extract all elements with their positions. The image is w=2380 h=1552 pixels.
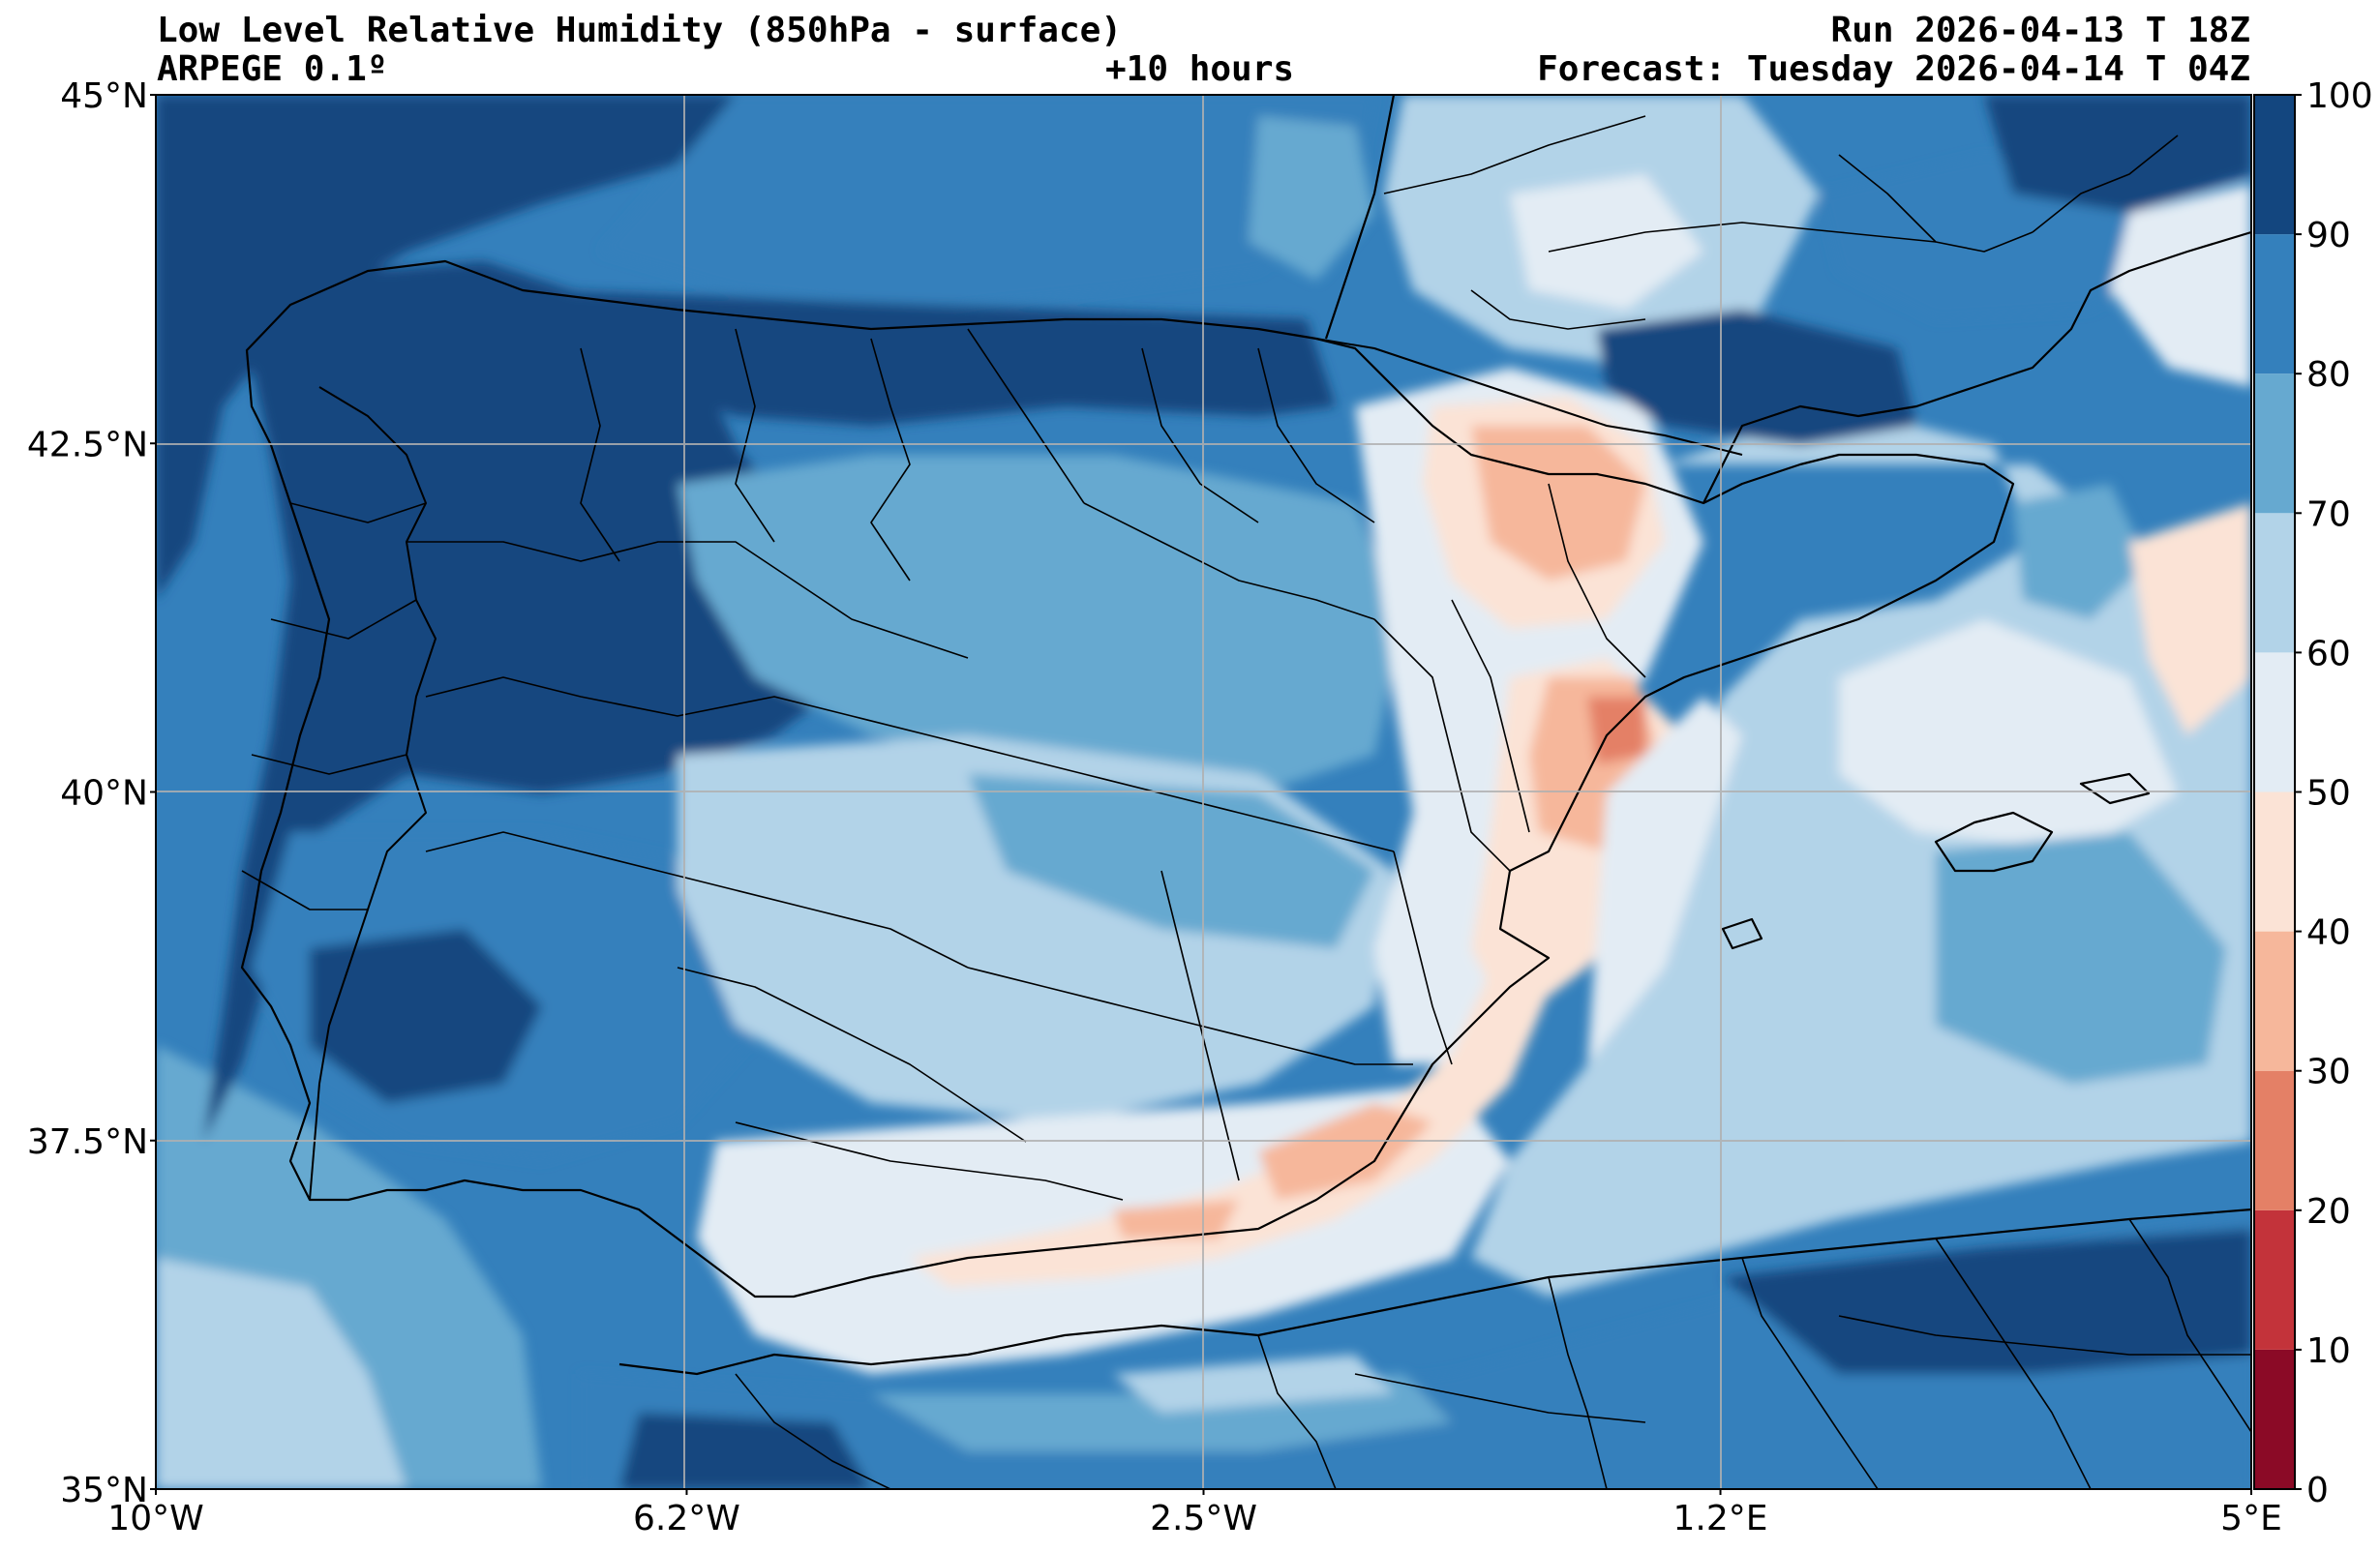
- colorbar-label: 40: [2306, 913, 2351, 953]
- y-tick-label: 35°N: [60, 1471, 148, 1510]
- model-name: ARPEGE 0.1º: [157, 49, 388, 89]
- run-time: Run 2026-04-13 T 18Z: [1830, 11, 2250, 50]
- colorbar-segment: [2254, 513, 2295, 653]
- x-tick-label: 1.2°E: [1673, 1499, 1768, 1538]
- x-tick-label: 5°E: [2220, 1499, 2282, 1538]
- y-tick-label: 42.5°N: [27, 425, 148, 464]
- map-title: Low Level Relative Humidity (850hPa - su…: [157, 11, 1122, 50]
- x-tick-label: 2.5°W: [1150, 1499, 1257, 1538]
- y-tick-label: 40°N: [60, 774, 148, 814]
- lead-time: +10 hours: [1105, 49, 1295, 89]
- colorbar-label: 90: [2306, 216, 2351, 255]
- coastlines: [240, 95, 2251, 1489]
- colorbar-segment: [2254, 791, 2295, 932]
- colorbar-label: 100: [2306, 76, 2373, 116]
- colorbar-segment: [2254, 931, 2295, 1071]
- colorbar-label: 80: [2306, 355, 2351, 395]
- colorbar-label: 0: [2306, 1471, 2329, 1510]
- gridlines: [156, 95, 2251, 1489]
- colorbar-label: 50: [2306, 774, 2351, 814]
- colorbar-label: 10: [2306, 1331, 2351, 1371]
- colorbar-label: 60: [2306, 634, 2351, 673]
- forecast-time: Forecast: Tuesday 2026-04-14 T 04Z: [1537, 49, 2250, 89]
- x-axis-ticks: 10°W 6.2°W 2.5°W 1.2°E 5°E: [107, 1489, 2282, 1538]
- x-tick-label: 10°W: [107, 1499, 203, 1538]
- x-tick-label: 6.2°W: [633, 1499, 740, 1538]
- colorbar-segment: [2254, 95, 2295, 235]
- colorbar-segment: [2254, 1070, 2295, 1210]
- y-axis-ticks: 45°N 42.5°N 40°N 37.5°N 35°N: [27, 76, 156, 1510]
- colorbar-label: 20: [2306, 1192, 2351, 1232]
- colorbar-segment: [2254, 652, 2295, 792]
- colorbar-segment: [2254, 1209, 2295, 1350]
- y-tick-label: 45°N: [60, 76, 148, 116]
- y-tick-label: 37.5°N: [27, 1122, 148, 1162]
- colorbar-segment: [2254, 234, 2295, 374]
- colorbar-segment: [2254, 373, 2295, 514]
- colorbar-label: 30: [2306, 1053, 2351, 1092]
- colorbar-segment: [2254, 1349, 2295, 1489]
- colorbar-label: 70: [2306, 494, 2351, 534]
- colorbar: 0 10 20 30 40 50 60 70 80 90 100: [2253, 76, 2373, 1510]
